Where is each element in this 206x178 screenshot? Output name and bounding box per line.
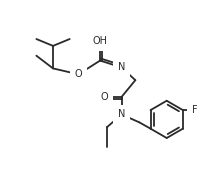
Text: O: O: [100, 92, 107, 102]
Text: N: N: [117, 62, 125, 72]
Text: OH: OH: [92, 36, 107, 46]
Text: F: F: [191, 105, 197, 115]
Text: N: N: [117, 109, 125, 119]
Text: O: O: [74, 69, 82, 79]
